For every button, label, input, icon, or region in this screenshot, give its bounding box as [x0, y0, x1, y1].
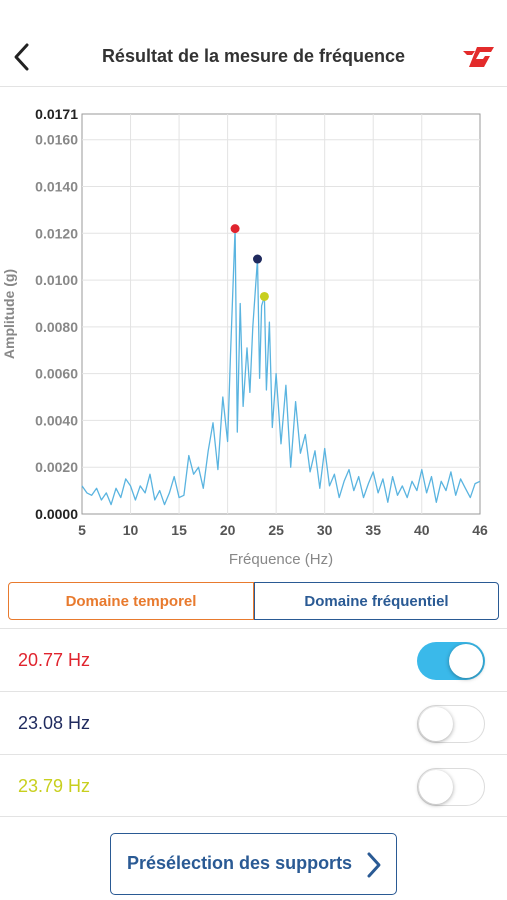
- plot-area: [81, 113, 481, 515]
- peak-marker: [253, 254, 263, 264]
- tab-frequency-domain[interactable]: Domaine fréquentiel: [254, 582, 499, 620]
- toggle-knob: [419, 707, 453, 741]
- tab-temporal-domain[interactable]: Domaine temporel: [8, 582, 254, 620]
- x-tick-label: 35: [365, 522, 381, 538]
- x-tick-label: 46: [472, 522, 488, 538]
- support-preselection-button[interactable]: Présélection des supports: [110, 833, 397, 895]
- peak-toggle[interactable]: [417, 642, 485, 680]
- y-tick-label: 0.0140: [35, 179, 78, 195]
- peak-frequency-label: 20.77 Hz: [18, 650, 91, 670]
- y-tick-label: 0.0040: [35, 412, 78, 428]
- x-tick-label: 40: [414, 522, 430, 538]
- y-tick-label: 0.0020: [35, 459, 78, 475]
- y-tick-label: 0.0120: [35, 225, 78, 241]
- frequency-chart-svg: 5 10 15 20 25 30 35 40 46 0.0000 0.0020 0.0040 0.006…: [1, 106, 488, 568]
- brand-logo: [463, 47, 494, 67]
- x-tick-label: 20: [220, 522, 236, 538]
- x-tick-label: 15: [171, 522, 187, 538]
- y-tick-label: 0.0100: [35, 272, 78, 288]
- chevron-right-icon: [367, 852, 381, 878]
- y-tick-label: 0.0060: [35, 366, 78, 382]
- peak-toggle[interactable]: [417, 705, 485, 743]
- spectrum-line: [81, 227, 481, 506]
- x-axis-title: Fréquence (Hz): [229, 551, 333, 568]
- frequency-chart: 5 10 15 20 25 30 35 40 46 0.0000 0.0020 0.0040 0.006…: [0, 88, 507, 574]
- list-item: 23.08 Hz: [0, 691, 507, 754]
- y-tick-label: 0.0080: [35, 319, 78, 335]
- x-tick-label: 5: [78, 522, 86, 538]
- peak-marker: [259, 291, 269, 301]
- page-title: Résultat de la mesure de fréquence: [101, 46, 406, 66]
- domain-tabs: Domaine temporel Domaine fréquentiel: [8, 582, 499, 622]
- app-header: Résultat de la mesure de fréquence: [0, 0, 507, 87]
- peak-list: 20.77 Hz 23.08 Hz 23.79 Hz: [0, 628, 507, 817]
- toggle-knob: [419, 770, 453, 804]
- peak-toggle[interactable]: [417, 768, 485, 806]
- y-tick-label: 0.0171: [35, 106, 78, 122]
- toggle-knob: [449, 644, 483, 678]
- y-tick-label: 0.0000: [35, 506, 78, 522]
- y-axis-title: Amplitude (g): [1, 269, 17, 359]
- x-tick-label: 10: [123, 522, 139, 538]
- list-item: 20.77 Hz: [0, 628, 507, 691]
- peak-frequency-label: 23.79 Hz: [18, 776, 91, 796]
- x-tick-label: 30: [317, 522, 333, 538]
- x-tick-label: 25: [268, 522, 284, 538]
- peak-marker: [230, 224, 240, 234]
- y-tick-label: 0.0160: [35, 132, 78, 148]
- peak-frequency-label: 23.08 Hz: [18, 713, 91, 733]
- support-preselection-label: Présélection des supports: [127, 853, 353, 873]
- list-item: 23.79 Hz: [0, 754, 507, 817]
- chevron-left-icon[interactable]: [8, 40, 36, 74]
